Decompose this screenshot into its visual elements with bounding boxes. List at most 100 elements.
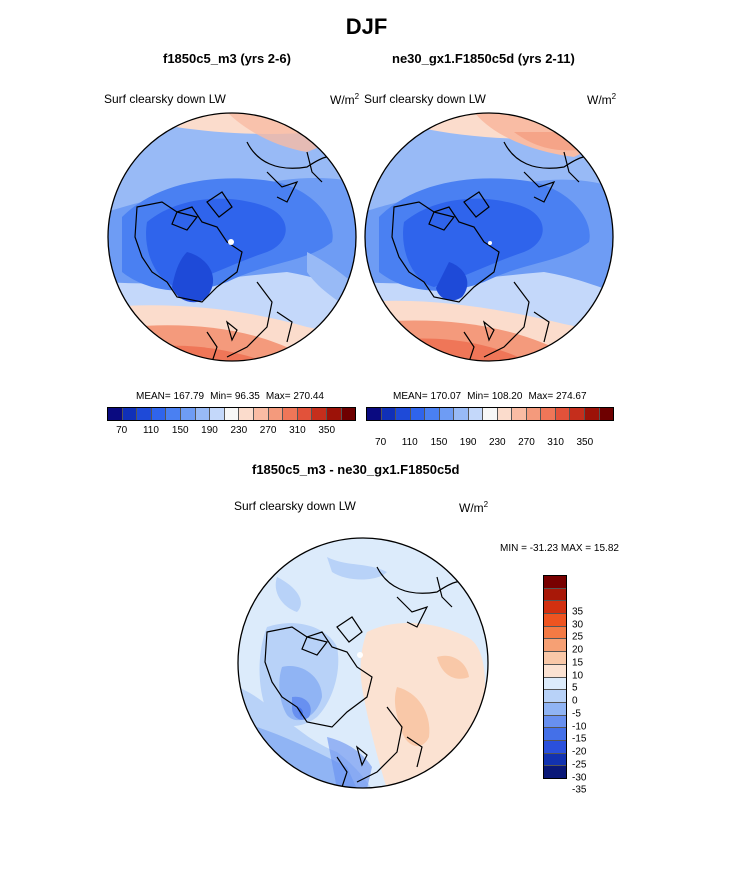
panel-1-max: Max= 270.44 <box>265 391 324 402</box>
panel-2-colorbar-segment <box>497 408 513 420</box>
difference-variable-label: Surf clearsky down LW <box>234 499 356 513</box>
panel-1-polar-map <box>107 112 357 362</box>
difference-colorbar-segment <box>544 601 566 615</box>
panel-2-colorbar-segment <box>570 408 585 420</box>
panel-2-min: Min= 108.20 <box>467 391 523 402</box>
panel-1-title: f1850c5_m3 (yrs 2-6) <box>163 51 291 66</box>
difference-colorbar-tick-label: 0 <box>572 695 578 707</box>
difference-colorbar-tick-label: 5 <box>572 682 578 694</box>
panel-1-colorbar-segment <box>326 408 342 420</box>
difference-colorbar-segment <box>544 576 566 589</box>
panel-2-colorbar-segment <box>367 408 382 420</box>
panel-2-colorbar-tick-label: 230 <box>488 437 506 448</box>
difference-colorbar-segment <box>544 588 566 602</box>
difference-units-label: W/m2 <box>459 500 489 515</box>
panel-2-polar-map <box>364 112 614 362</box>
difference-colorbar-tick-label: 30 <box>572 619 584 630</box>
difference-colorbar-tick-label: -30 <box>572 772 587 783</box>
panel-1-colorbar-segment <box>108 408 123 420</box>
difference-colorbar-tick-label: 35 <box>572 606 584 618</box>
panel-2-colorbar-segment <box>454 408 469 420</box>
panel-1-units-label: W/m2 <box>330 92 360 107</box>
difference-title: f1850c5_m3 - ne30_gx1.F1850c5d <box>252 462 460 477</box>
difference-colorbar-segment <box>544 614 566 627</box>
panel-2-title: ne30_gx1.F1850c5d (yrs 2-11) <box>392 51 575 66</box>
panel-1-min: Min= 96.35 <box>210 391 260 402</box>
panel-2-colorbar-segment <box>599 408 614 420</box>
difference-colorbar-tick-label: 10 <box>572 670 584 681</box>
difference-colorbar-tick-label: -25 <box>572 759 587 771</box>
panel-1-colorbar-segment <box>297 408 313 420</box>
panel-2-colorbar-segment <box>541 408 556 420</box>
difference-colorbar-tick-label: -10 <box>572 721 587 732</box>
panel-2-colorbar-tick-label: 150 <box>430 437 448 448</box>
figure-title: DJF <box>345 14 388 39</box>
panel-2-mean: MEAN= 170.07 <box>393 391 462 402</box>
panel-1-colorbar-segment <box>151 408 167 420</box>
panel-1-colorbar-segment <box>166 408 181 420</box>
panel-1-colorbar-segment <box>312 408 327 420</box>
difference-colorbar-tick-label: -35 <box>572 784 587 796</box>
panel-1-colorbar-tick-label: 230 <box>230 425 248 436</box>
panel-1-colorbar-segment <box>195 408 211 420</box>
panel-1-colorbar-tick-label: 70 <box>116 425 128 436</box>
difference-colorbar-tick-label: -15 <box>572 733 587 745</box>
panel-1-colorbar-segment <box>341 408 356 420</box>
panel-2-colorbar-segment <box>439 408 455 420</box>
difference-colorbar-segment <box>544 702 566 716</box>
panel-1-colorbar-segment <box>122 408 138 420</box>
panel-2-colorbar-tick-label: 190 <box>459 437 477 448</box>
difference-minmax: MIN = -31.23 MAX = 15.82 <box>500 543 619 554</box>
panel-1-colorbar-tick-label: 150 <box>171 425 189 436</box>
difference-colorbar-segment <box>544 626 566 640</box>
panel-1-colorbar-segment <box>224 408 240 420</box>
panel-1-colorbar-segment <box>137 408 152 420</box>
difference-colorbar-segment <box>544 690 566 703</box>
panel-2-units-label: W/m2 <box>587 92 617 107</box>
difference-colorbar-tick-label: -5 <box>572 708 581 720</box>
difference-colorbar-segment <box>544 677 566 691</box>
panel-1-colorbar-tick-label: 190 <box>201 425 218 436</box>
panel-2-colorbar-ticks: 70 110 150 190 230 270 310 350 <box>366 437 614 449</box>
panel-2-colorbar-tick-label: 110 <box>401 437 418 448</box>
difference-colorbar-segment <box>544 740 566 754</box>
panel-1-colorbar-segment <box>239 408 254 420</box>
panel-1-colorbar-segment <box>180 408 196 420</box>
difference-colorbar-segment <box>544 728 566 741</box>
difference-polar-map <box>237 537 489 789</box>
panel-1-stats: MEAN= 167.79 Min= 96.35 Max= 270.44 <box>136 391 330 402</box>
difference-colorbar-tick-label: -20 <box>572 746 587 758</box>
panel-2-colorbar-segment <box>526 408 542 420</box>
panel-2-colorbar-tick-label: 310 <box>547 437 564 448</box>
difference-colorbar-tick-label: 15 <box>572 657 584 669</box>
difference-colorbar-segment <box>544 753 566 767</box>
panel-2-colorbar-segment <box>468 408 484 420</box>
panel-2-colorbar-tick-label: 270 <box>518 437 535 448</box>
panel-1-colorbar-tick-label: 350 <box>318 425 336 436</box>
panel-1-colorbar-ticks: 70 110 150 190 230 270 310 350 <box>107 425 356 437</box>
panel-2-colorbar-segment <box>512 408 527 420</box>
panel-2-colorbar-segment <box>483 408 498 420</box>
panel-2-colorbar <box>366 407 614 421</box>
panel-2-colorbar-segment <box>584 408 600 420</box>
panel-1-colorbar-segment <box>253 408 269 420</box>
difference-colorbar-tick-label: 25 <box>572 631 584 643</box>
panel-2-colorbar-tick-label: 350 <box>576 437 594 448</box>
panel-1-colorbar-segment <box>210 408 225 420</box>
panel-2-colorbar-segment <box>381 408 397 420</box>
difference-colorbar-tick-label: 20 <box>572 644 584 656</box>
panel-1-variable-label: Surf clearsky down LW <box>104 92 226 106</box>
panel-1-colorbar-tick-label: 110 <box>142 425 159 436</box>
panel-1-mean: MEAN= 167.79 <box>136 391 205 402</box>
panel-2-variable-label: Surf clearsky down LW <box>364 92 486 106</box>
panel-2-colorbar-segment <box>396 408 411 420</box>
panel-2-colorbar-tick-label: 70 <box>375 437 387 448</box>
panel-2-colorbar-segment <box>425 408 440 420</box>
panel-1-colorbar-tick-label: 270 <box>259 425 277 436</box>
panel-2-stats: MEAN= 170.07 Min= 108.20 Max= 274.67 <box>393 391 593 402</box>
difference-colorbar-ticks: 35 30 25 20 15 10 5 0 -5 -10 -15 -20 -25 -30 -35 <box>572 599 602 803</box>
difference-colorbar <box>543 575 567 779</box>
panel-1-colorbar-tick-label: 310 <box>289 425 306 436</box>
panel-2-colorbar-segment <box>410 408 426 420</box>
difference-colorbar-segment <box>544 639 566 653</box>
